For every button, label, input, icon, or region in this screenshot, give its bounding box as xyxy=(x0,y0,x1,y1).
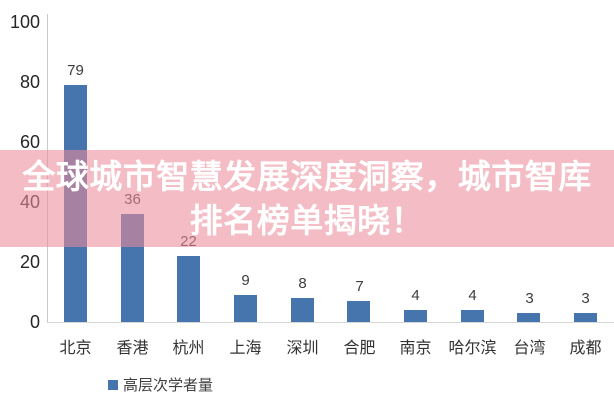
bar-value-label-成都: 3 xyxy=(581,290,590,307)
x-axis-label-合肥: 合肥 xyxy=(343,340,376,357)
x-axis-label-南京: 南京 xyxy=(399,340,432,357)
legend-label: 高层次学者量 xyxy=(123,377,214,394)
legend-swatch xyxy=(108,379,118,390)
legend: 高层次学者量 xyxy=(108,374,213,395)
x-axis-line xyxy=(47,322,614,323)
bar-value-label-台湾: 3 xyxy=(525,290,534,307)
bar-value-label-上海: 9 xyxy=(241,272,250,289)
x-axis-label-香港: 香港 xyxy=(116,340,149,357)
bar-台湾 xyxy=(517,313,540,322)
bar-value-label-哈尔滨: 4 xyxy=(468,287,477,304)
bar-上海 xyxy=(234,295,257,322)
bar-value-label-深圳: 8 xyxy=(298,275,307,292)
x-axis-label-成都: 成都 xyxy=(569,340,602,357)
bar-value-label-北京: 79 xyxy=(67,62,84,79)
headline-banner: 全球城市智慧发展深度洞察，城市智库 排名榜单揭晓！ xyxy=(0,150,614,247)
bar-南京 xyxy=(404,310,427,322)
y-axis-tick-80: 80 xyxy=(19,72,40,92)
bar-哈尔滨 xyxy=(461,310,484,322)
x-axis-label-深圳: 深圳 xyxy=(286,340,319,357)
y-axis-tick-20: 20 xyxy=(19,252,40,272)
bar-value-label-南京: 4 xyxy=(411,287,420,304)
x-axis-label-北京: 北京 xyxy=(59,340,92,357)
x-axis-label-哈尔滨: 哈尔滨 xyxy=(448,340,497,357)
bar-杭州 xyxy=(177,256,200,322)
x-axis-label-上海: 上海 xyxy=(229,340,262,357)
bar-深圳 xyxy=(291,298,314,322)
headline-line-1: 全球城市智慧发展深度洞察，城市智库 xyxy=(22,157,592,195)
bar-value-label-合肥: 7 xyxy=(355,278,364,295)
bar-合肥 xyxy=(347,301,370,322)
x-axis-label-杭州: 杭州 xyxy=(172,340,205,357)
bar-成都 xyxy=(574,313,597,322)
y-axis-tick-60: 60 xyxy=(19,132,40,152)
y-axis-tick-0: 0 xyxy=(29,312,40,332)
y-axis-tick-100: 100 xyxy=(9,12,40,32)
x-axis-label-台湾: 台湾 xyxy=(513,340,546,357)
headline-line-2: 排名榜单揭晓！ xyxy=(189,201,425,239)
